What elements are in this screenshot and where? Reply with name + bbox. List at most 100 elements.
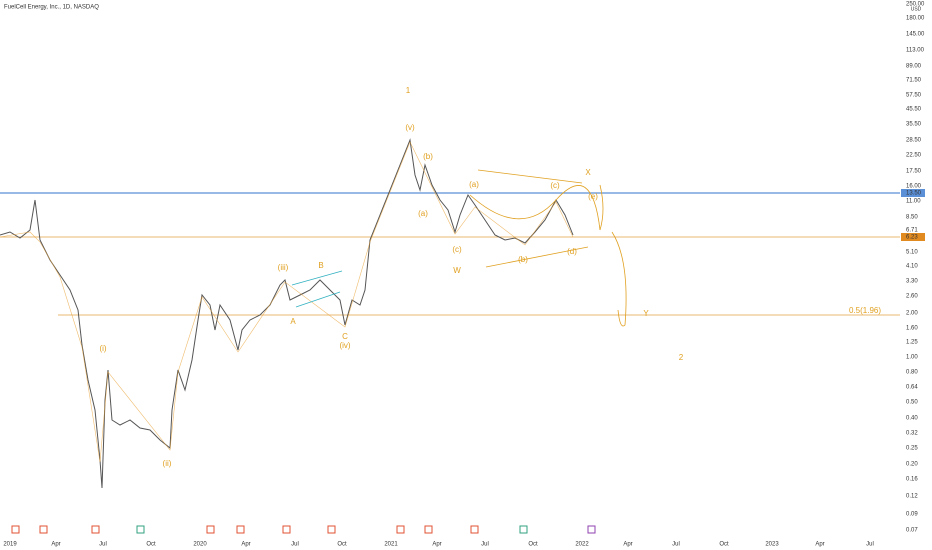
wave-label: (b) (423, 152, 433, 161)
wave-label: 0.5(1.96) (849, 306, 881, 315)
event-icons (11, 525, 596, 534)
time-label: Oct (719, 542, 729, 548)
price-label: 113.00 (906, 48, 925, 54)
time-label: Apr (815, 542, 824, 548)
price-path (0, 138, 574, 489)
price-label: 0.50 (906, 400, 918, 406)
wave-label: (a) (418, 209, 428, 218)
price-badge (901, 233, 925, 241)
projection-drop (611, 231, 627, 327)
earnings-icon (396, 525, 405, 534)
time-label: Apr (241, 542, 250, 548)
price-label: 0.09 (906, 512, 918, 518)
price-label: 145.00 (906, 32, 925, 38)
earnings-icon (91, 525, 100, 534)
price-label: 11.00 (906, 199, 921, 205)
time-label: Oct (528, 542, 538, 548)
wave-label: (a) (469, 180, 479, 189)
time-label: Jul (672, 542, 680, 548)
price-label: 0.32 (906, 431, 918, 437)
trend-line (477, 169, 583, 184)
price-label: 28.50 (906, 138, 922, 144)
price-path-highlight (0, 141, 574, 463)
price-label: 1.60 (906, 326, 918, 332)
price-label: 16.00 (906, 184, 922, 190)
price-label: 5.10 (906, 250, 918, 256)
price-label: 22.50 (906, 153, 922, 159)
price-label: 17.50 (906, 169, 922, 175)
earnings-icon (236, 525, 245, 534)
price-label: 4.10 (906, 264, 918, 270)
earnings-icon (470, 525, 479, 534)
wave-label: (i) (99, 344, 106, 353)
wave-label: Y (643, 309, 649, 318)
price-badge (901, 189, 925, 197)
wave-label: (c) (550, 181, 560, 190)
wave-label: 2 (679, 353, 684, 362)
dividend-icon (136, 525, 145, 534)
wave-label: (iii) (278, 263, 289, 272)
price-label: 250.00 (906, 2, 925, 8)
time-label: 2023 (765, 542, 779, 548)
price-label: 71.50 (906, 78, 922, 84)
price-label: 0.12 (906, 494, 918, 500)
time-label: 2022 (575, 542, 589, 548)
trend-line (485, 246, 589, 268)
earnings-icon (11, 525, 20, 534)
price-axis (900, 0, 932, 550)
price-label: 180.00 (906, 16, 925, 22)
wave-label: (ii) (163, 459, 172, 468)
time-label: 2020 (193, 542, 207, 548)
wave-label: (v) (405, 123, 415, 132)
price-label: 3.30 (906, 279, 918, 285)
time-label: Oct (146, 542, 156, 548)
earnings-icon (39, 525, 48, 534)
time-label: Jul (99, 542, 107, 548)
wave-label: (e) (588, 192, 598, 201)
projection-curve (469, 184, 604, 231)
time-label: Jul (291, 542, 299, 548)
time-label: 2019 (3, 542, 17, 548)
event-icon (587, 525, 596, 534)
wave-label: X (585, 168, 591, 177)
price-label: 2.60 (906, 294, 918, 300)
price-label: 2.00 (906, 311, 918, 317)
wave-label: (c) (452, 245, 462, 254)
earnings-icon (282, 525, 291, 534)
price-label: 0.40 (906, 416, 918, 422)
price-label: 13.50 (906, 191, 922, 197)
price-label: 35.50 (906, 122, 922, 128)
wave-label: (d) (567, 247, 577, 256)
time-label: Jul (481, 542, 489, 548)
wave-label: 1 (406, 86, 411, 95)
price-label: 0.64 (906, 385, 918, 391)
currency-label: USD (911, 6, 922, 12)
price-label: 57.50 (906, 93, 922, 99)
price-label: 89.00 (906, 64, 922, 70)
price-label: 6.71 (906, 228, 918, 234)
price-label: 0.20 (906, 462, 918, 468)
price-label: 0.07 (906, 528, 918, 534)
channel-line (295, 291, 341, 308)
price-label: 0.80 (906, 370, 918, 376)
wave-label: B (318, 261, 323, 270)
price-label: 45.50 (906, 107, 922, 113)
earnings-icon (327, 525, 336, 534)
wave-label: A (290, 317, 296, 326)
time-label: Jul (866, 542, 874, 548)
time-label: 2021 (384, 542, 398, 548)
wave-label: (b) (518, 255, 528, 264)
price-label: 1.00 (906, 355, 918, 361)
time-label: Oct (337, 542, 347, 548)
time-label: Apr (51, 542, 60, 548)
time-label: Apr (623, 542, 632, 548)
price-label: 0.25 (906, 446, 918, 452)
price-label: 8.50 (906, 215, 918, 221)
earnings-icon (206, 525, 215, 534)
price-label: 6.23 (906, 235, 918, 241)
wave-label: C (342, 332, 348, 341)
wave-label: (iv) (339, 341, 350, 350)
price-label: 0.16 (906, 477, 918, 483)
